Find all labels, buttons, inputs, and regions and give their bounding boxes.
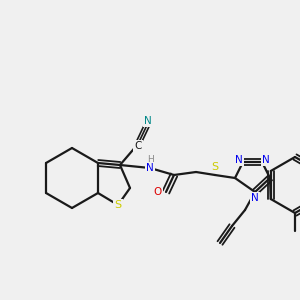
Text: N: N [251, 193, 259, 203]
Text: N: N [235, 155, 243, 165]
Text: N: N [144, 116, 152, 126]
Text: C: C [134, 141, 142, 151]
Text: N: N [262, 155, 270, 165]
Text: N: N [146, 163, 154, 173]
Text: O: O [154, 187, 162, 197]
Text: S: S [212, 162, 219, 172]
Text: H: H [147, 155, 153, 164]
Text: S: S [114, 200, 122, 210]
